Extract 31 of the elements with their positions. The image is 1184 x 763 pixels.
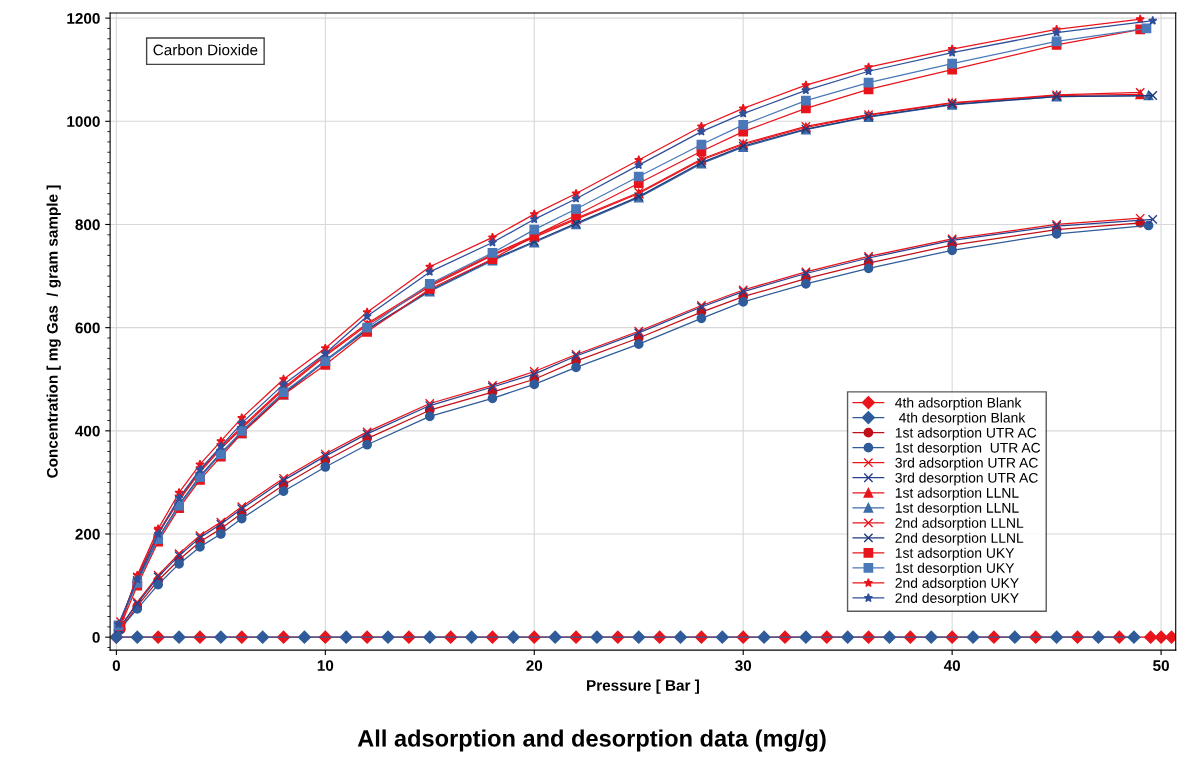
x-tick-label: 40: [943, 660, 961, 672]
legend-label: 3rd adsorption UTR AC: [895, 457, 1038, 471]
x-tick-label: 20: [526, 660, 543, 672]
x-tick-label: 50: [1153, 660, 1169, 672]
x-axis-title: Pressure [ Bar ]: [587, 679, 699, 694]
x-tick-label: 0: [112, 660, 120, 672]
y-tick-label: 1000: [67, 116, 100, 127]
legend-label: 2nd adsorption UKY: [895, 577, 1019, 591]
legend-label: 1st adsorption UTR AC: [895, 427, 1037, 441]
legend-label: 1st desorption UTR AC: [895, 442, 1041, 456]
annotation: Carbon Dioxide: [153, 44, 258, 56]
y-tick-label: 600: [75, 322, 100, 334]
y-tick-label: 400: [75, 425, 100, 437]
text: All adsorption and desorption data (mg/g): [357, 729, 826, 752]
legend-label: 1st adsorption LLNL: [895, 487, 1019, 501]
legend-label: 4th adsorption Blank: [895, 397, 1022, 411]
x-tick-label: 30: [735, 660, 752, 672]
legend-label: 1st desorption UKY: [895, 562, 1015, 576]
legend-label: 4th desorption Blank: [898, 412, 1026, 426]
legend-label: 2nd desorption UKY: [895, 592, 1019, 606]
legend-label: 1st desorption LLNL: [895, 502, 1019, 516]
y-axis-title: Concentration [ mg Gas / gram sample ]: [46, 185, 61, 478]
legend-label: 3rd desorption UTR AC: [895, 472, 1038, 486]
y-tick-label: 200: [75, 528, 100, 540]
legend-label: 2nd adsorption LLNL: [895, 517, 1024, 531]
legend-label: 1st adsorption UKY: [895, 547, 1015, 561]
legend-label: 2nd desorption LLNL: [895, 532, 1024, 546]
y-tick-label: 1200: [67, 13, 100, 24]
y-tick-label: 0: [92, 632, 100, 643]
y-tick-label: 800: [75, 219, 100, 231]
x-tick-label: 10: [317, 660, 334, 672]
